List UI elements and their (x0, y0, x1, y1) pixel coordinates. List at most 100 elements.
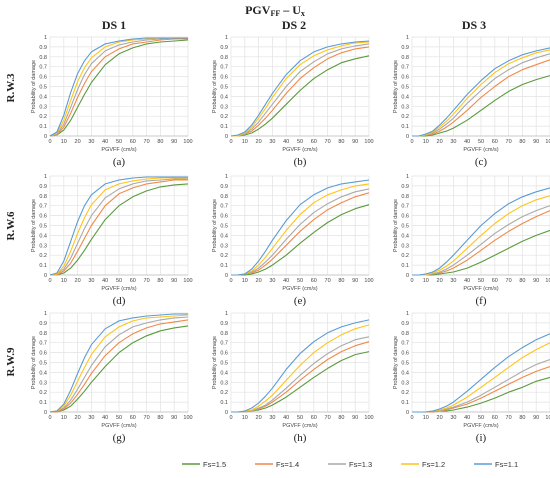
y-tick-label: 0 (44, 273, 47, 279)
chart-panel-e: 00.10.20.30.40.50.60.70.80.910 10 20 30 40 50… (212, 174, 374, 307)
y-tick-label: 0.2 (39, 253, 47, 259)
x-tick-label: 0 (48, 139, 51, 145)
x-tick-label: 60 (130, 278, 136, 284)
y-tick-label: 0.2 (401, 253, 409, 259)
y-axis-label: Probability of damage (31, 336, 37, 389)
y-tick-label: 0 (406, 410, 409, 416)
y-tick-label: 0.4 (401, 94, 409, 100)
x-tick-label: 30 (450, 139, 456, 145)
x-tick-label: 40 (102, 415, 108, 421)
y-tick-label: 0.6 (401, 75, 409, 81)
y-tick-label: 0.1 (401, 124, 409, 130)
y-tick-label: 0.5 (401, 224, 409, 230)
x-tick-label: 80 (519, 278, 525, 284)
x-tick-label: 20 (256, 278, 262, 284)
x-axis-label: PGVFF (cm/s) (463, 147, 498, 153)
panel-label: (d) (113, 295, 126, 307)
y-tick-label: 0.8 (220, 55, 228, 61)
series-line-Fs-1_5 (412, 75, 550, 137)
x-tick-label: 50 (297, 415, 303, 421)
y-tick-label: 0.5 (220, 85, 228, 91)
x-tick-label: 0 (229, 139, 232, 145)
y-tick-label: 1 (406, 174, 409, 180)
x-tick-label: 40 (102, 139, 108, 145)
x-tick-label: 20 (75, 139, 81, 145)
y-tick-label: 0.5 (220, 224, 228, 230)
x-tick-label: 90 (533, 278, 539, 284)
y-tick-label: 0.3 (39, 243, 47, 249)
y-tick-label: 0.6 (220, 351, 228, 357)
panel-label: (c) (475, 156, 488, 168)
y-axis-label: Probability of damage (212, 60, 218, 113)
y-tick-label: 0.6 (401, 214, 409, 220)
y-tick-label: 0.8 (220, 194, 228, 200)
y-axis-label: Probability of damage (31, 199, 37, 252)
series-line-Fs-1_1 (412, 47, 550, 137)
x-tick-label: 70 (325, 278, 331, 284)
x-tick-label: 100 (364, 139, 373, 145)
x-tick-label: 60 (492, 139, 498, 145)
x-tick-label: 90 (171, 415, 177, 421)
x-tick-label: 100 (364, 278, 373, 284)
x-tick-label: 80 (338, 278, 344, 284)
series-line-Fs-1_1 (49, 176, 188, 276)
legend-item: Fs=1.2 (401, 460, 445, 469)
y-tick-label: 0.6 (401, 351, 409, 357)
y-tick-label: 0.6 (39, 351, 47, 357)
series-line-Fs-1_2 (49, 314, 189, 413)
y-tick-label: 0 (225, 410, 228, 416)
panel-label: (b) (294, 156, 307, 168)
y-tick-label: 0.4 (401, 233, 409, 239)
y-tick-label: 0.9 (39, 45, 47, 51)
y-tick-label: 0.7 (39, 65, 47, 71)
y-tick-label: 0.7 (401, 341, 409, 347)
y-tick-label: 0.8 (39, 331, 47, 337)
chart-panel-d: 00.10.20.30.40.50.60.70.80.910 10 20 30 40 50… (31, 174, 193, 307)
x-tick-label: 0 (229, 415, 232, 421)
y-axis-label: Probability of damage (393, 199, 399, 252)
y-tick-label: 0.1 (39, 400, 47, 406)
x-axis-label: PGVFF (cm/s) (282, 286, 317, 292)
x-tick-label: 20 (75, 278, 81, 284)
x-tick-label: 80 (338, 415, 344, 421)
legend-item: Fs=1.3 (328, 460, 372, 469)
x-tick-label: 30 (88, 139, 94, 145)
y-tick-label: 0.3 (401, 104, 409, 110)
panel-label: (f) (476, 295, 487, 307)
x-tick-label: 20 (437, 139, 443, 145)
series-line-Fs-1_2 (412, 195, 550, 276)
y-tick-label: 0.4 (220, 370, 228, 376)
y-tick-label: 0.7 (39, 204, 47, 210)
y-tick-label: 1 (225, 174, 228, 180)
x-axis-label: PGVFF (cm/s) (101, 147, 136, 153)
series-line-Fs-1_1 (412, 187, 550, 276)
y-tick-label: 0.8 (220, 331, 228, 337)
y-tick-label: 0.1 (220, 124, 228, 130)
y-tick-label: 0.3 (220, 243, 228, 249)
series-line-Fs-1_1 (412, 333, 550, 413)
x-tick-label: 30 (269, 139, 275, 145)
chart-panel-h: 00.10.20.30.40.50.60.70.80.910 10 20 30 40 50… (212, 311, 374, 444)
y-tick-label: 0.4 (220, 94, 228, 100)
x-tick-label: 70 (506, 278, 512, 284)
y-tick-label: 0.5 (39, 85, 47, 91)
legend-label: Fs=1.2 (422, 460, 445, 469)
y-tick-label: 1 (225, 35, 228, 41)
x-tick-label: 40 (283, 415, 289, 421)
x-tick-label: 70 (144, 139, 150, 145)
y-tick-label: 0.7 (220, 341, 228, 347)
x-tick-label: 60 (130, 139, 136, 145)
y-tick-label: 0.2 (39, 390, 47, 396)
y-tick-label: 0.4 (39, 370, 47, 376)
series-line-Fs-1_1 (231, 319, 370, 413)
y-axis-label: Probability of damage (393, 336, 399, 389)
y-tick-label: 0.1 (401, 263, 409, 269)
x-tick-label: 50 (478, 278, 484, 284)
y-tick-label: 0.5 (401, 361, 409, 367)
y-tick-label: 0 (225, 134, 228, 140)
y-axis-label: Probability of damage (31, 60, 37, 113)
x-tick-label: 70 (506, 139, 512, 145)
x-tick-label: 90 (352, 415, 358, 421)
x-tick-label: 40 (464, 139, 470, 145)
x-tick-label: 100 (545, 139, 550, 145)
